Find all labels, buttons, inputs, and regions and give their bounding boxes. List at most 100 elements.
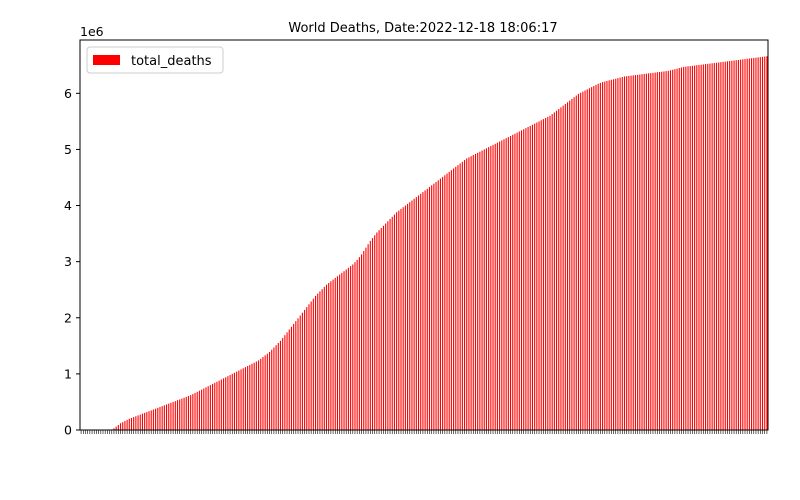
bar — [249, 364, 251, 430]
bar — [312, 298, 314, 430]
bar — [477, 152, 479, 431]
bar — [744, 59, 746, 430]
bar — [192, 394, 194, 430]
bar — [575, 95, 577, 431]
bar — [663, 71, 665, 431]
bar — [128, 418, 130, 430]
bar — [172, 401, 174, 430]
bar — [135, 416, 137, 430]
bar — [742, 59, 744, 431]
bar — [297, 318, 299, 430]
bar — [658, 71, 661, 431]
bar — [201, 389, 203, 430]
bar — [187, 396, 190, 430]
bar — [656, 72, 658, 431]
bar — [534, 123, 536, 431]
bar — [599, 82, 601, 431]
bar — [569, 100, 571, 430]
bar — [724, 61, 726, 430]
bar — [288, 329, 290, 430]
bar — [428, 187, 431, 430]
bar — [604, 81, 606, 430]
bar — [229, 375, 231, 430]
bar — [130, 417, 133, 430]
bar — [571, 98, 573, 431]
bar — [437, 180, 439, 430]
bar — [422, 192, 424, 430]
bar — [242, 368, 244, 430]
legend-swatch — [93, 55, 120, 65]
bar — [564, 103, 566, 430]
bar — [404, 205, 406, 430]
y-tick-label: 1 — [64, 366, 72, 381]
bar — [615, 78, 617, 430]
bar — [334, 277, 336, 430]
bar — [361, 254, 363, 430]
bar — [588, 88, 590, 430]
bar — [314, 295, 317, 430]
bar — [286, 332, 288, 430]
bar — [479, 151, 481, 431]
bar — [514, 133, 516, 430]
bar — [380, 227, 382, 430]
bar — [628, 75, 630, 430]
bar — [407, 203, 409, 430]
bar — [126, 419, 128, 430]
bar — [343, 271, 345, 430]
bar — [258, 360, 260, 430]
bar — [584, 90, 586, 430]
bar — [382, 225, 385, 430]
bar — [387, 221, 389, 430]
bar — [328, 282, 330, 430]
bar — [181, 398, 183, 430]
bar — [751, 58, 753, 431]
bar — [453, 168, 455, 430]
bar — [558, 109, 560, 431]
bar — [398, 210, 400, 430]
bar — [144, 412, 146, 430]
bar — [244, 367, 246, 430]
bar — [757, 57, 759, 431]
bar — [718, 62, 720, 430]
bar — [369, 240, 371, 430]
bar — [621, 77, 623, 430]
bar — [295, 321, 297, 430]
bar — [113, 428, 115, 430]
bar — [720, 62, 722, 431]
bar — [275, 345, 277, 430]
bar — [424, 190, 426, 430]
bar — [488, 147, 490, 430]
bar — [420, 193, 422, 430]
bar — [698, 64, 700, 430]
bar — [330, 281, 332, 430]
bar — [580, 92, 582, 430]
bar — [761, 56, 764, 430]
bar — [264, 355, 266, 430]
bar — [266, 353, 268, 430]
bar — [141, 413, 143, 430]
bar — [494, 143, 496, 430]
bar — [678, 68, 680, 430]
bar — [602, 82, 604, 430]
bar — [707, 63, 709, 430]
bar — [505, 138, 507, 430]
bar — [536, 122, 538, 431]
bar — [124, 421, 126, 430]
bar — [645, 73, 647, 431]
bar — [503, 139, 505, 430]
bar — [220, 379, 222, 430]
bar — [391, 216, 393, 430]
bar — [185, 396, 187, 430]
bar — [634, 75, 636, 430]
bar — [282, 337, 284, 430]
bar — [661, 71, 663, 431]
bar — [198, 390, 200, 430]
bar — [623, 76, 626, 430]
bar — [137, 415, 139, 430]
bar — [586, 89, 588, 430]
bar — [672, 69, 674, 431]
y-axis: 0 1 2 3 4 5 6 — [64, 86, 80, 438]
bar — [527, 126, 529, 430]
bar — [637, 74, 639, 430]
